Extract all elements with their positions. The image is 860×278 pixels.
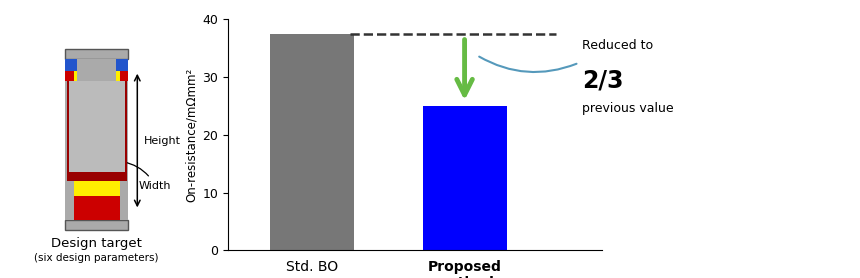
Bar bbox=[116, 71, 128, 81]
Bar bbox=[422, 106, 507, 250]
Bar bbox=[116, 59, 128, 71]
Bar bbox=[65, 71, 77, 81]
Bar bbox=[65, 59, 77, 71]
Bar bbox=[67, 81, 74, 181]
Bar bbox=[74, 196, 120, 220]
Bar bbox=[270, 34, 353, 250]
Bar bbox=[65, 220, 128, 230]
Bar bbox=[65, 59, 74, 220]
Text: (six design parameters): (six design parameters) bbox=[34, 253, 159, 263]
Text: Height: Height bbox=[144, 136, 181, 146]
Bar bbox=[120, 81, 126, 181]
Bar bbox=[69, 81, 125, 172]
Bar bbox=[74, 71, 120, 210]
Bar bbox=[65, 49, 128, 59]
Bar bbox=[77, 59, 116, 81]
Bar bbox=[67, 171, 126, 181]
Text: Reduced to: Reduced to bbox=[582, 39, 654, 52]
Bar bbox=[120, 59, 128, 220]
Text: Width: Width bbox=[123, 162, 171, 191]
Text: Design target: Design target bbox=[52, 237, 142, 250]
Y-axis label: On-resistance/mΩmm²: On-resistance/mΩmm² bbox=[185, 68, 198, 202]
Text: previous value: previous value bbox=[582, 102, 673, 115]
Text: 2/3: 2/3 bbox=[582, 68, 624, 92]
